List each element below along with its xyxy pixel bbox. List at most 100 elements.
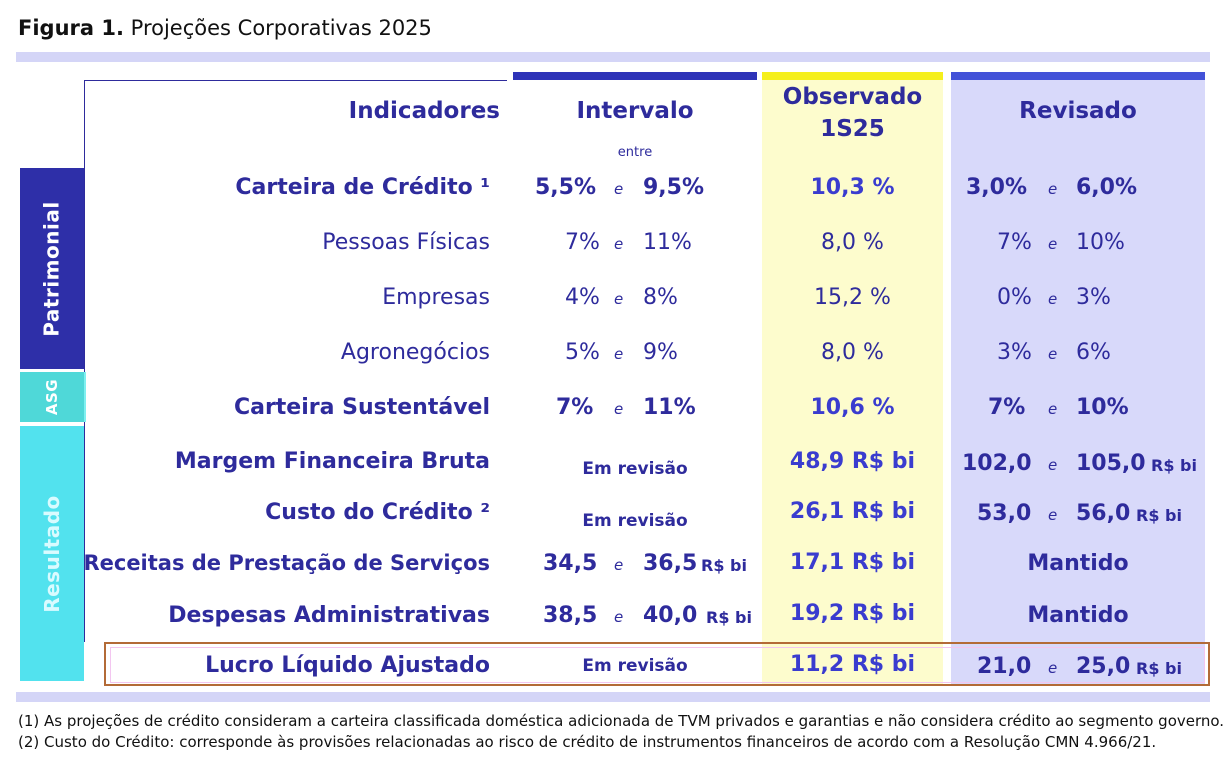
top-band [16, 52, 1210, 62]
row-label-pessoas-fisicas: Pessoas Físicas [322, 230, 490, 255]
highlight-row-inner [110, 647, 1205, 683]
row-pessoas-fisicas-int-max: 11% [643, 230, 692, 255]
row-label-receitas-servicos: Receitas de Prestação de Serviços [83, 551, 490, 575]
row-carteira-sustentavel-rev-max: 10% [1076, 395, 1129, 420]
row-lucro-liquido-rev-max: 25,0 [1076, 654, 1131, 679]
row-agronegocios-int-max: 9% [643, 340, 678, 365]
row-pessoas-fisicas-int-sep: e [614, 235, 624, 253]
row-agronegocios-rev-max: 6% [1076, 340, 1111, 365]
row-custo-credito-rev-sep: e [1048, 506, 1058, 524]
revisado-column-bg [951, 72, 1205, 686]
footnote-2: (2) Custo do Crédito: corresponde às pro… [18, 733, 1157, 751]
row-empresas-rev-min: 0% [997, 285, 1032, 310]
row-carteira-sustentavel-int-sep: e [614, 400, 624, 418]
row-agronegocios-int-sep: e [614, 345, 624, 363]
row-carteira-credito-rev-min: 3,0% [966, 175, 1028, 200]
row-margem-financeira-rev-sep: e [1048, 456, 1058, 474]
row-receitas-servicos-rev: Mantido [1027, 551, 1129, 576]
header-indicadores: Indicadores [348, 98, 500, 124]
row-agronegocios-rev-min: 3% [997, 340, 1032, 365]
side-label-patrimonial: Patrimonial [20, 168, 84, 369]
row-carteira-credito-rev-max: 6,0% [1076, 175, 1138, 200]
row-carteira-sustentavel-obs: 10,6 % [810, 395, 895, 420]
side-label-asg-text: ASG [42, 378, 61, 416]
header-observado: Observado [782, 84, 923, 110]
row-label-custo-credito: Custo do Crédito ² [265, 500, 490, 525]
row-margem-financeira-rev-min: 102,0 [962, 451, 1032, 476]
highlight-row-border [104, 642, 1210, 686]
row-pessoas-fisicas-obs: 8,0 % [821, 230, 884, 255]
row-carteira-sustentavel-rev-sep: e [1048, 400, 1058, 418]
header-intervalo: Intervalo [576, 98, 694, 124]
table-frame-top [84, 80, 507, 81]
header-revisado: Revisado [1019, 98, 1137, 124]
footnote-1: (1) As projeções de crédito consideram a… [18, 712, 1225, 730]
row-carteira-sustentavel-int-max: 11% [643, 395, 696, 420]
row-receitas-servicos-int-min: 34,5 [543, 551, 598, 576]
row-lucro-liquido-obs: 11,2 R$ bi [789, 652, 916, 677]
side-label-asg: ASG [20, 372, 86, 422]
row-despesas-administrativas-obs: 19,2 R$ bi [789, 601, 916, 626]
row-margem-financeira-obs: 48,9 R$ bi [789, 449, 916, 474]
row-despesas-administrativas-int-sep: e [614, 608, 624, 626]
row-despesas-administrativas-int-unit: R$ bi [706, 608, 752, 627]
row-lucro-liquido-rev-unit: R$ bi [1136, 659, 1182, 678]
figure-title-text: Projeções Corporativas 2025 [130, 16, 432, 40]
row-lucro-liquido-rev-min: 21,0 [977, 654, 1032, 679]
row-receitas-servicos-int-max: 36,5 [643, 551, 698, 576]
row-lucro-liquido-int: Em revisão [582, 656, 688, 676]
row-agronegocios-obs: 8,0 % [821, 340, 884, 365]
row-despesas-administrativas-rev: Mantido [1027, 603, 1129, 628]
row-empresas-int-sep: e [614, 290, 624, 308]
observado-header-bar [762, 72, 943, 80]
row-receitas-servicos-int-unit: R$ bi [701, 556, 747, 575]
header-observado-period: 1S25 [820, 116, 885, 142]
row-custo-credito-rev-max: 56,0 [1076, 501, 1131, 526]
row-carteira-sustentavel-int-min: 7% [556, 395, 594, 420]
row-pessoas-fisicas-rev-max: 10% [1076, 230, 1125, 255]
row-label-carteira-credito: Carteira de Crédito ¹ [235, 175, 490, 200]
row-lucro-liquido-rev-sep: e [1048, 659, 1058, 677]
row-margem-financeira-rev-max: 105,0 [1076, 451, 1146, 476]
row-margem-financeira-rev-unit: R$ bi [1151, 456, 1197, 475]
header-entre: entre [617, 145, 653, 160]
row-empresas-rev-sep: e [1048, 290, 1058, 308]
row-custo-credito-obs: 26,1 R$ bi [789, 499, 916, 524]
figure-title: Figura 1. Projeções Corporativas 2025 [18, 16, 432, 40]
row-carteira-credito-int-sep: e [614, 180, 624, 198]
row-custo-credito-int: Em revisão [582, 511, 688, 531]
side-label-patrimonial-text: Patrimonial [40, 200, 65, 337]
row-empresas-obs: 15,2 % [814, 285, 891, 310]
row-custo-credito-rev-min: 53,0 [977, 501, 1032, 526]
row-carteira-credito-int-min: 5,5% [535, 175, 597, 200]
row-pessoas-fisicas-rev-min: 7% [997, 230, 1032, 255]
row-agronegocios-rev-sep: e [1048, 345, 1058, 363]
row-empresas-int-min: 4% [565, 285, 600, 310]
row-carteira-credito-obs: 10,3 % [810, 175, 895, 200]
row-carteira-credito-rev-sep: e [1048, 180, 1058, 198]
row-margem-financeira-int: Em revisão [582, 459, 688, 479]
row-label-empresas: Empresas [382, 285, 490, 310]
table-frame-left [84, 80, 85, 642]
row-label-agronegocios: Agronegócios [340, 340, 490, 365]
row-receitas-servicos-obs: 17,1 R$ bi [789, 550, 916, 575]
observado-column-bg [762, 72, 943, 686]
side-label-resultado-text: Resultado [40, 494, 65, 613]
intervalo-header-bar [513, 72, 757, 80]
side-label-resultado: Resultado [20, 426, 84, 681]
row-carteira-credito-int-max: 9,5% [643, 175, 705, 200]
row-despesas-administrativas-int-max: 40,0 [643, 603, 698, 628]
row-label-despesas-administrativas: Despesas Administrativas [168, 603, 490, 628]
row-empresas-rev-max: 3% [1076, 285, 1111, 310]
row-empresas-int-max: 8% [643, 285, 678, 310]
row-pessoas-fisicas-rev-sep: e [1048, 235, 1058, 253]
bottom-band [16, 692, 1210, 702]
row-receitas-servicos-int-sep: e [614, 556, 624, 574]
row-label-lucro-liquido: Lucro Líquido Ajustado [205, 653, 490, 678]
row-custo-credito-rev-unit: R$ bi [1136, 506, 1182, 525]
row-carteira-sustentavel-rev-min: 7% [988, 395, 1026, 420]
row-pessoas-fisicas-int-min: 7% [565, 230, 600, 255]
revisado-header-bar [951, 72, 1205, 80]
row-label-carteira-sustentavel: Carteira Sustentável [233, 395, 490, 420]
row-label-margem-financeira: Margem Financeira Bruta [174, 449, 490, 474]
